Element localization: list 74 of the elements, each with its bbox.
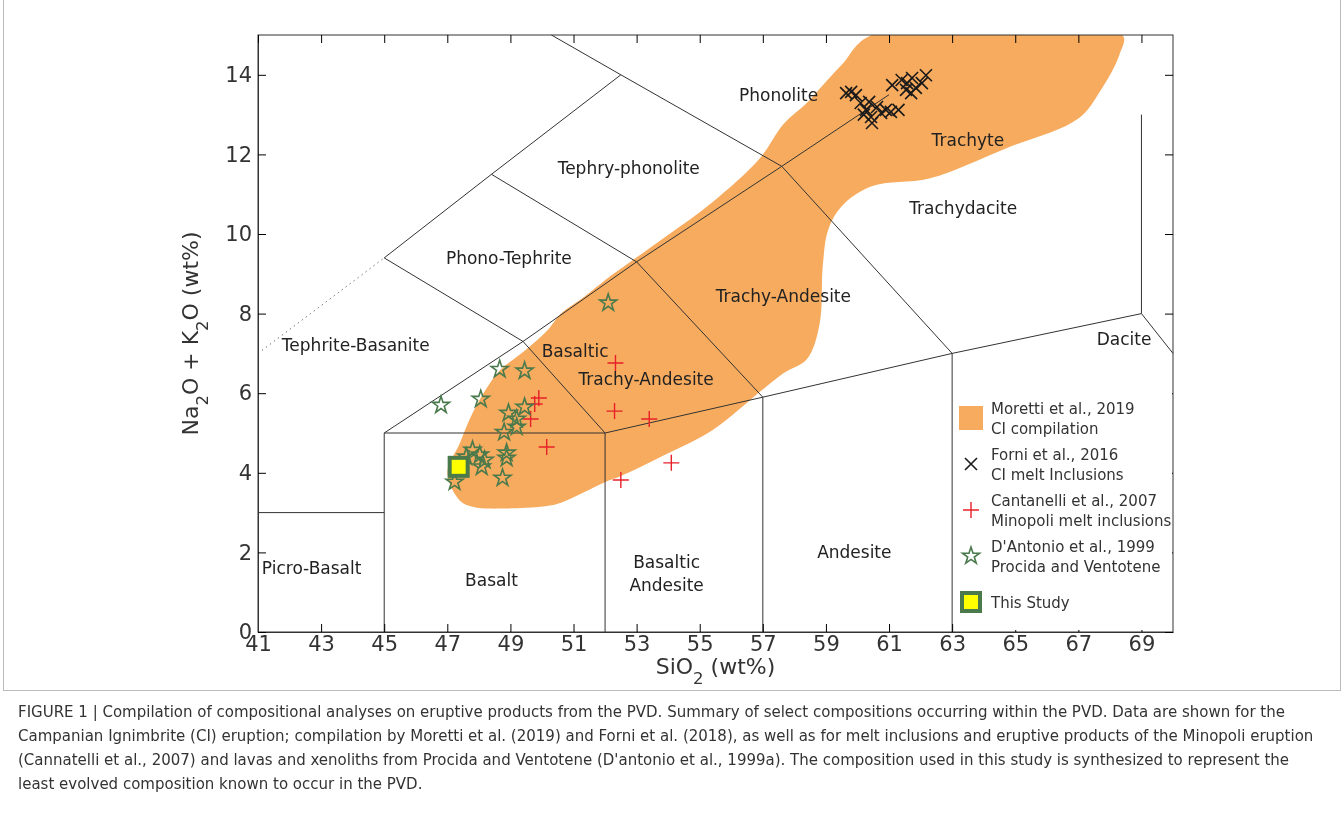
x-tick-label: 69	[1128, 631, 1156, 656]
x-tick-label: 47	[434, 631, 462, 656]
y-tick-label: 10	[225, 222, 252, 247]
annotation: Tephrite-Basanite	[280, 335, 430, 356]
x-axis-title: SiO$_{2}$ (wt%)	[655, 654, 776, 688]
x-tick-label: 57	[749, 631, 777, 656]
point	[904, 86, 918, 100]
point	[499, 403, 518, 422]
point	[530, 389, 548, 407]
point	[494, 422, 514, 441]
x-tick-label: 65	[1002, 631, 1030, 656]
x-tick-label: 61	[876, 631, 903, 656]
point	[598, 293, 618, 311]
point	[521, 410, 540, 428]
point	[475, 450, 494, 469]
point	[471, 389, 491, 408]
x-tick-label: 59	[813, 631, 840, 656]
annotation: Basaltic	[541, 341, 609, 362]
point	[844, 85, 858, 99]
point	[538, 438, 556, 456]
x-tick-label: 55	[686, 631, 714, 656]
point	[864, 110, 878, 124]
y-tick-label: 12	[225, 142, 252, 167]
point	[497, 448, 516, 467]
point	[856, 107, 871, 122]
annotation: Picro-Basalt	[261, 558, 362, 579]
point	[865, 116, 879, 130]
annotation: Basaltic Andesite	[629, 552, 704, 596]
annotation: Trachydacite	[908, 198, 1018, 219]
point	[472, 457, 492, 475]
legend-label: Forni et al., 2016 CI melt Inclusions	[991, 446, 1124, 484]
annotation: Andesite	[817, 542, 892, 563]
legend-label: D'Antonio et al., 1999 Procida and Ventotene	[991, 538, 1161, 576]
y-tick-label: 2	[238, 540, 252, 565]
x-tick-label: 49	[497, 631, 525, 656]
annotation: Trachyte	[930, 130, 1005, 151]
legend-label: This Study	[990, 594, 1070, 612]
point	[605, 402, 624, 420]
y-tick-label: 6	[238, 381, 252, 406]
x-tick-label: 63	[939, 631, 967, 656]
y-tick-label: 14	[225, 63, 252, 88]
annotation: Phono-Tephrite	[445, 247, 572, 268]
caption: FIGURE 1 | Compilation of compositional analyses on eruptive products from the PVD. Summary of select compositions occurring within the PVD. Data are shown for the Campanian Ignimbrite (CI) eruption; compilation by Moretti et al. (2019) and Forni et al. (2018), as well as for melt inclusions and eruptive products of the Minopoli eruption (Cannatelli et al., 2007) and lavas and xenoliths from Procida and Ventotene (D'antonio et al., 1999a). The composition used in this study is synthesized to represent the least evolved composition known to occur in the PVD.	[18, 702, 1315, 795]
point	[515, 361, 534, 379]
point	[431, 395, 451, 414]
point	[606, 354, 625, 372]
point	[515, 397, 534, 416]
point	[640, 410, 658, 428]
point	[507, 417, 527, 436]
point	[497, 443, 516, 461]
annotation: Trachy-Andesite	[577, 369, 714, 390]
legend-label: Moretti et al., 2019 CI compilation	[991, 400, 1135, 438]
point	[490, 359, 509, 378]
annotation: Tephry-phonolite	[556, 158, 700, 179]
point	[612, 471, 630, 489]
annotation: Basalt	[465, 570, 519, 591]
x-tick-label: 51	[560, 631, 588, 656]
x-tick-label: 67	[1065, 631, 1093, 656]
point	[526, 395, 544, 413]
point	[862, 95, 876, 109]
point	[507, 409, 527, 428]
x-tick-label: 53	[623, 631, 651, 656]
point	[662, 454, 681, 472]
x-tick-label: 45	[371, 631, 399, 656]
y-tick-label: 4	[238, 461, 252, 486]
y-tick-label: 8	[238, 301, 252, 326]
point	[493, 468, 512, 487]
x-tick-label: 43	[308, 631, 335, 656]
legend-label: Cantanelli et al., 2007 Minopoli melt inclusions	[991, 492, 1172, 530]
point	[470, 445, 490, 463]
point	[447, 455, 470, 478]
point	[853, 96, 868, 110]
annotation: Dacite	[1096, 329, 1152, 350]
point	[463, 440, 482, 459]
